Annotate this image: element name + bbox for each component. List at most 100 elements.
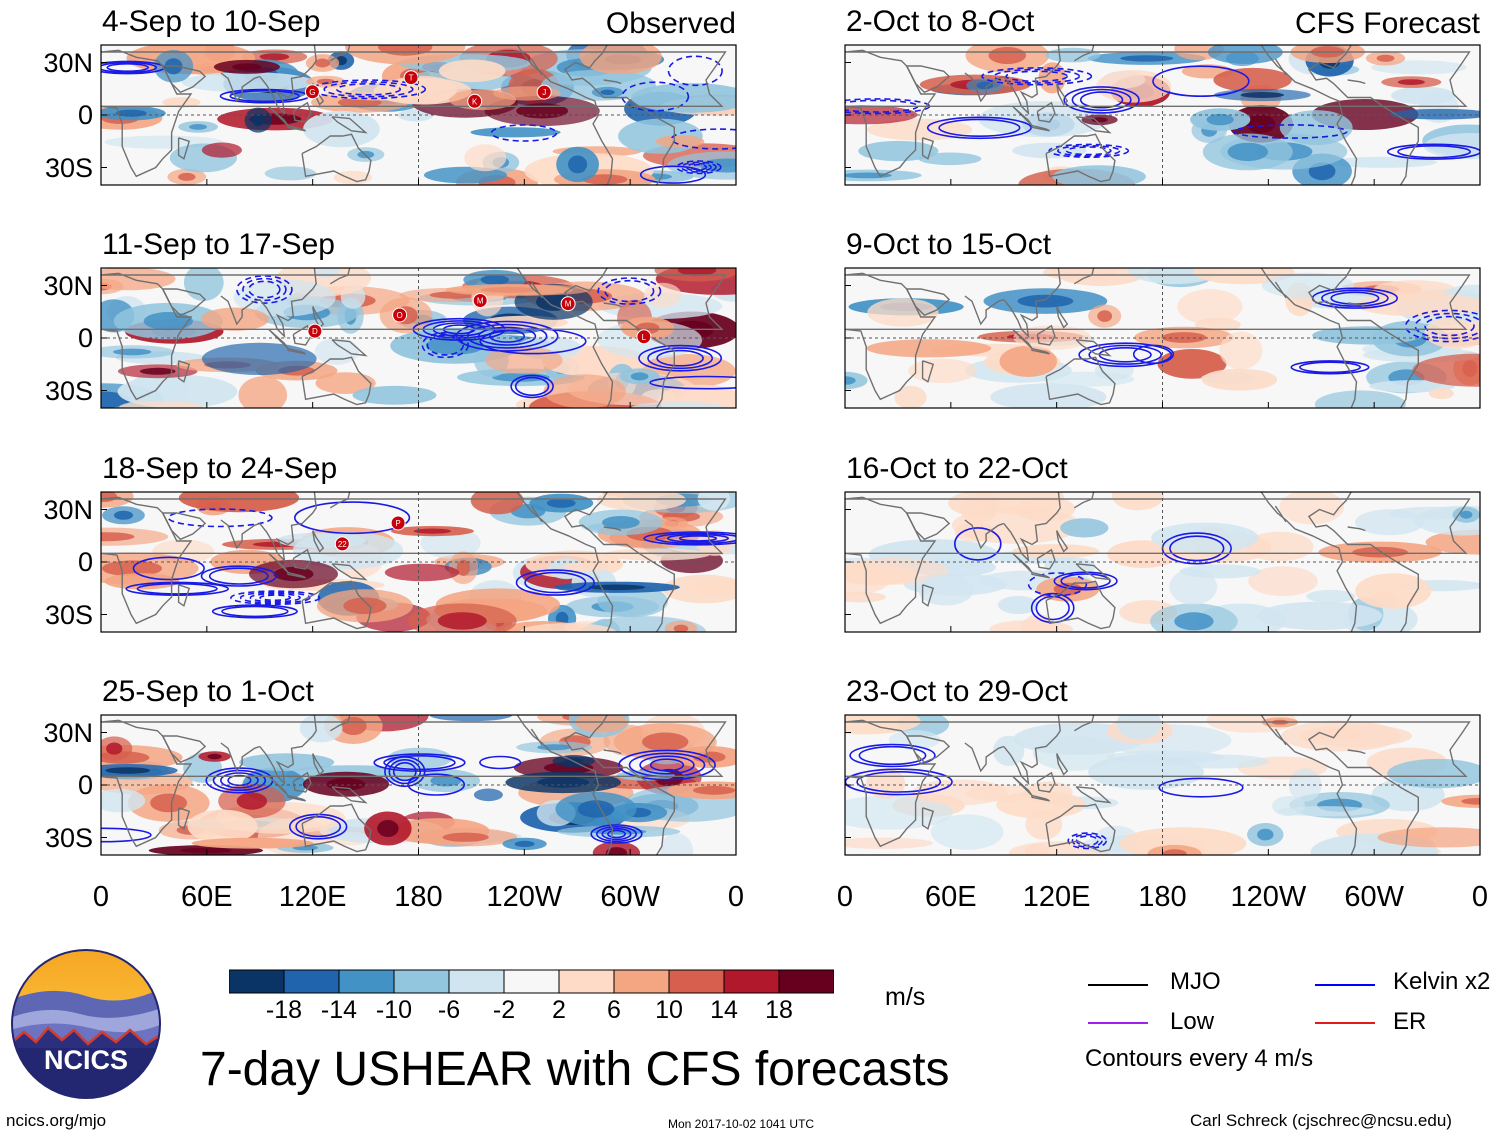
kelvin-contour — [638, 344, 722, 372]
coastline — [845, 496, 1471, 625]
shear-anomaly-patch — [1041, 371, 1135, 387]
colorbar-label: -18 — [265, 996, 303, 1024]
colorbar-label: 6 — [607, 996, 621, 1024]
shear-anomaly-patch — [999, 345, 1058, 377]
shear-anomaly-patch — [996, 791, 1086, 819]
shear-anomaly-patch — [930, 814, 1004, 850]
kelvin-contour — [221, 605, 289, 618]
shear-anomaly-core — [546, 498, 576, 508]
coastline — [964, 295, 1005, 326]
colorbar-swatch — [393, 969, 450, 994]
shear-anomaly-core — [437, 612, 487, 630]
shear-anomaly-core — [456, 559, 471, 576]
shear-anomaly-core — [105, 767, 151, 774]
kelvin-contour — [259, 594, 292, 602]
shear-anomaly-core — [600, 89, 615, 95]
shear-anomaly-patch — [1107, 540, 1179, 568]
shear-anomaly-core — [1257, 828, 1274, 841]
coastline — [177, 807, 191, 830]
shear-anomaly-patch — [858, 140, 939, 162]
shear-anomaly-patch — [471, 284, 590, 296]
lat-tick-label: 0 — [77, 323, 93, 353]
units-label: m/s — [885, 983, 926, 1011]
kelvin-contour — [1387, 143, 1480, 160]
shear-anomaly-patch — [1032, 735, 1115, 771]
shear-anomaly-patch — [845, 795, 953, 830]
kelvin-contour — [248, 280, 281, 299]
coastline — [845, 49, 1471, 178]
coastline — [329, 45, 351, 62]
coastline — [563, 492, 675, 632]
lon-tick-label: 60W — [600, 881, 660, 913]
shear-anomaly-core — [692, 785, 736, 795]
kelvin-contour — [426, 334, 464, 356]
coastline — [1036, 771, 1056, 793]
colorbar — [229, 969, 834, 994]
coastline — [603, 749, 622, 755]
kelvin-contour — [1152, 65, 1250, 98]
shear-anomaly-core — [581, 174, 628, 185]
shear-anomaly-core — [115, 109, 147, 117]
shear-anomaly-patch — [1116, 715, 1162, 740]
colorbar-label: -14 — [320, 996, 358, 1024]
shear-anomaly-core — [113, 348, 152, 356]
coastline — [1073, 715, 1095, 732]
shear-anomaly-patch — [1277, 806, 1375, 817]
shear-anomaly-core — [1174, 612, 1214, 631]
map-plot: 22 P — [100, 491, 737, 633]
shear-anomaly-core — [677, 268, 717, 276]
coastline — [563, 715, 675, 855]
coastline — [292, 548, 312, 570]
coastline — [287, 571, 306, 579]
shear-anomaly-core — [1017, 294, 1074, 308]
coastline — [906, 65, 951, 94]
colorbar-swatch — [613, 969, 670, 994]
lat-tick-label: 30S — [44, 822, 93, 853]
coastline — [964, 519, 1005, 550]
map-plot — [844, 491, 1481, 633]
coastline — [1260, 715, 1358, 855]
coastline — [287, 347, 306, 355]
shear-anomaly-core — [1097, 310, 1113, 322]
shear-anomaly-patch — [1389, 108, 1480, 120]
kelvin-contour — [678, 535, 718, 542]
coastline — [177, 360, 191, 383]
shear-anomaly-core — [605, 847, 627, 855]
coastline — [516, 715, 614, 855]
colorbar-label: -6 — [437, 996, 461, 1024]
coastline — [331, 339, 368, 357]
kelvin-contour — [926, 116, 1032, 140]
shear-anomaly-patch — [1015, 496, 1076, 522]
logo-text: NCICS — [44, 1045, 128, 1075]
kelvin-contour — [595, 826, 637, 843]
shear-anomaly-core — [340, 717, 367, 735]
lon-tick-label: 0 — [92, 881, 110, 913]
legend-line-mjo — [1088, 984, 1148, 986]
kelvin-contour — [132, 556, 205, 581]
shear-anomaly-patch — [867, 298, 939, 327]
coastline — [331, 563, 368, 581]
lon-tick-label: 0 — [1471, 881, 1489, 913]
kelvin-contour — [1048, 143, 1130, 159]
shear-anomaly-patch — [845, 715, 921, 735]
shear-anomaly-patch — [117, 374, 238, 408]
shear-anomaly-core — [845, 376, 856, 385]
storm-marker — [392, 307, 408, 323]
coastline — [1036, 101, 1056, 123]
shear-anomaly-core — [102, 560, 162, 577]
legend-line-kelvin — [1315, 984, 1375, 986]
kelvin-contour — [101, 61, 158, 74]
footer-author: Carl Schreck (cjschrec@ncsu.edu) — [1190, 1111, 1452, 1130]
shear-anomaly-core — [430, 775, 462, 787]
kelvin-contour — [655, 532, 736, 545]
shear-anomaly-patch — [449, 89, 516, 111]
map-plot: G T K J — [100, 44, 737, 186]
colorbar-label: 2 — [552, 996, 566, 1024]
map-plot — [844, 44, 1481, 186]
shear-anomaly-patch — [908, 358, 977, 383]
coastline — [1347, 749, 1366, 755]
panel-title: 9-Oct to 15-Oct — [846, 228, 1052, 261]
kelvin-contour — [680, 161, 717, 173]
kelvin-contour — [1065, 146, 1112, 156]
